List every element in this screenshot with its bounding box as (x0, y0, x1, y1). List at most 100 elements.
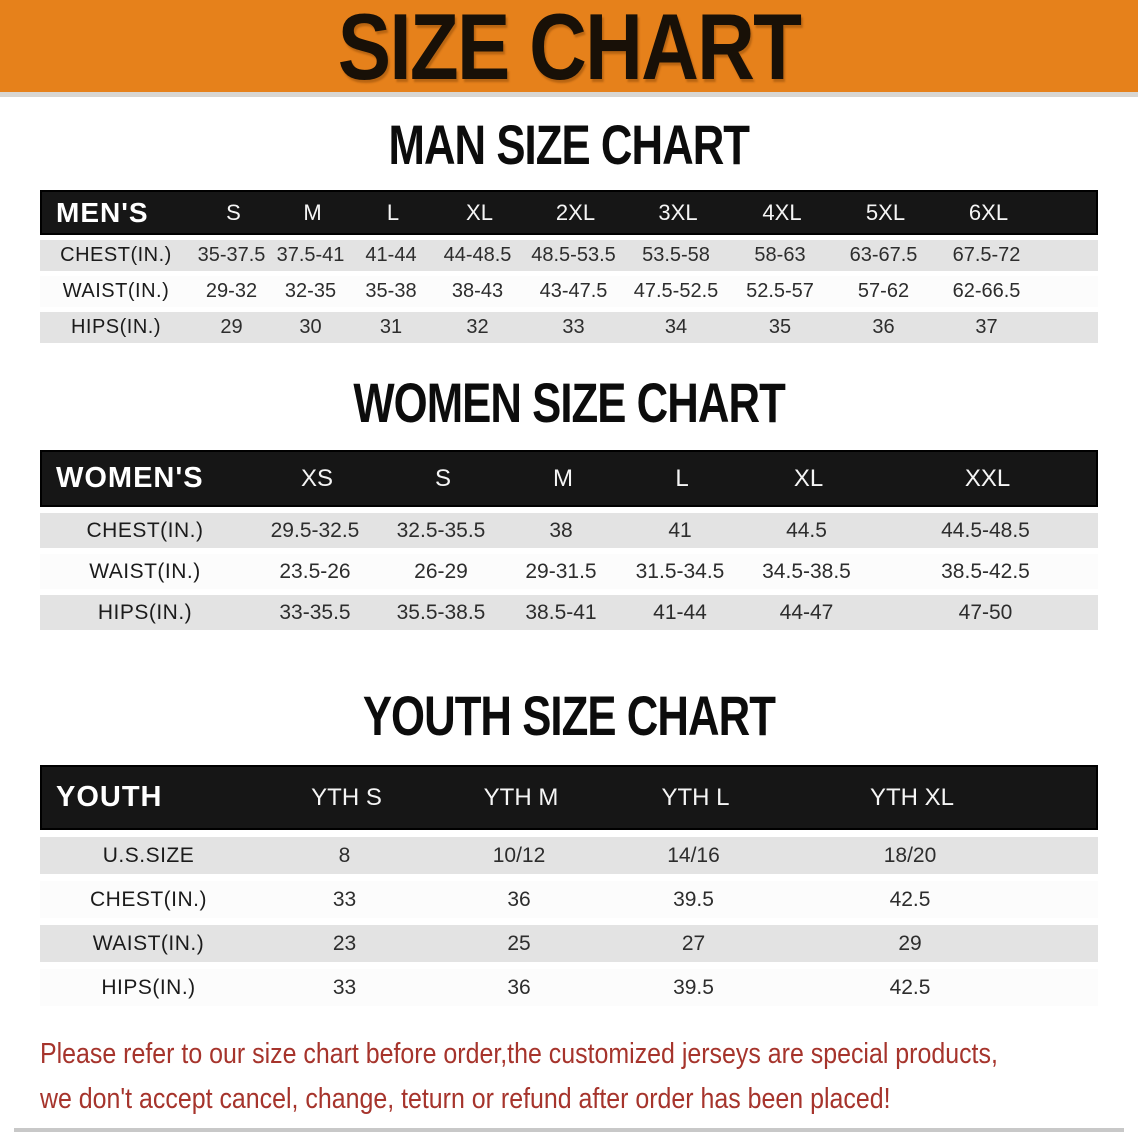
value-cell: 44.5 (786, 518, 827, 542)
row-label: CHEST(IN.) (86, 518, 204, 542)
row-label: CHEST(IN.) (60, 244, 172, 266)
value-cell: 39.5 (673, 887, 714, 911)
women-chest-row: CHEST(IN.) 29.5-32.5 32.5-35.5 38 41 44.… (40, 513, 1098, 548)
women-waist-row: WAIST(IN.) 23.5-26 26-29 29-31.5 31.5-34… (40, 554, 1098, 589)
size-column-header: 5XL (865, 199, 906, 225)
value-cell: 32.5-35.5 (396, 518, 486, 542)
size-column-header: S (226, 199, 241, 225)
value-cell: 36 (507, 975, 531, 999)
value-cell: 37.5-41 (276, 244, 345, 266)
value-cell: 38 (549, 518, 573, 542)
value-cell: 29-32 (205, 280, 258, 302)
size-column-header: S (434, 464, 451, 492)
youth-table-header-row: YOUTH YTH S YTH M YTH L YTH XL (40, 765, 1098, 830)
size-column-header: 2XL (555, 199, 596, 225)
size-column-header: XXL (964, 464, 1011, 492)
value-cell: 42.5 (889, 975, 931, 999)
youth-section-heading-text: YOUTH SIZE CHART (362, 684, 776, 748)
row-label: HIPS(IN.) (101, 975, 196, 999)
row-label: HIPS(IN.) (97, 600, 193, 624)
value-cell: 63-67.5 (849, 244, 918, 266)
value-cell: 35 (768, 316, 792, 338)
banner-title: SIZE CHART (337, 0, 802, 99)
women-section-heading: WOMEN SIZE CHART (0, 372, 1138, 434)
men-hips-row: HIPS(IN.) 29 30 31 32 33 34 35 36 37 (40, 312, 1098, 343)
value-cell: 57-62 (857, 280, 910, 302)
size-column-header: M (303, 199, 322, 225)
value-cell: 38-43 (451, 280, 504, 302)
size-column-header: L (386, 199, 400, 225)
value-cell: 44-48.5 (443, 244, 512, 266)
value-cell: 33 (332, 975, 357, 999)
size-column-header: XL (793, 464, 824, 492)
value-cell: 43-47.5 (539, 280, 608, 302)
size-column-header: XS (300, 464, 333, 492)
row-label: WAIST(IN.) (92, 931, 205, 955)
value-cell: 36 (507, 887, 531, 911)
value-cell: 41-44 (653, 600, 707, 624)
size-column-header: L (675, 464, 689, 492)
value-cell: 29 (220, 316, 243, 338)
value-cell: 67.5-72 (952, 244, 1021, 266)
size-column-header: YTH L (661, 783, 730, 811)
men-section-heading: MAN SIZE CHART (0, 114, 1138, 176)
youth-chest-row: CHEST(IN.) 33 36 39.5 42.5 (40, 881, 1098, 918)
value-cell: 31 (379, 316, 403, 338)
value-cell: 35-37.5 (197, 244, 266, 266)
row-label: WAIST(IN.) (89, 559, 201, 583)
value-cell: 34.5-38.5 (762, 559, 851, 583)
women-section-heading-text: WOMEN SIZE CHART (353, 371, 785, 435)
size-column-header: 3XL (658, 199, 698, 225)
size-column-header: 4XL (762, 199, 802, 225)
disclaimer-line-1: Please refer to our size chart before or… (40, 1038, 998, 1070)
men-table-header-label: MEN'S (56, 196, 149, 228)
women-size-table: WOMEN'S XS S M L XL XXL CHEST(IN.) 29.5-… (40, 450, 1098, 630)
value-cell: 47-50 (958, 600, 1013, 624)
value-cell: 31.5-34.5 (635, 559, 725, 583)
value-cell: 18/20 (883, 843, 937, 867)
disclaimer-line-2: we don't accept cancel, change, teturn o… (40, 1083, 891, 1115)
value-cell: 47.5-52.5 (633, 280, 719, 302)
value-cell: 48.5-53.5 (531, 244, 616, 266)
value-cell: 33 (562, 316, 585, 338)
value-cell: 58-63 (754, 244, 806, 266)
value-cell: 14/16 (667, 843, 720, 867)
value-cell: 44.5-48.5 (941, 518, 1030, 542)
value-cell: 29-31.5 (525, 559, 597, 583)
value-cell: 23 (332, 931, 357, 955)
disclaimer: Please refer to our size chart before or… (0, 1032, 1138, 1122)
value-cell: 36 (872, 316, 895, 338)
size-column-header: YTH XL (869, 783, 955, 811)
youth-ussize-row: U.S.SIZE 8 10/12 14/16 18/20 (40, 837, 1098, 874)
value-cell: 33-35.5 (279, 600, 351, 624)
row-label: U.S.SIZE (102, 843, 195, 867)
size-column-header: M (553, 464, 573, 492)
youth-hips-row: HIPS(IN.) 33 36 39.5 42.5 (40, 969, 1098, 1006)
youth-waist-row: WAIST(IN.) 23 25 27 29 (40, 925, 1098, 962)
size-column-header: XL (466, 199, 493, 225)
row-label: WAIST(IN.) (62, 280, 170, 302)
youth-table-header-label: YOUTH (56, 781, 163, 813)
value-cell: 52.5-57 (746, 280, 814, 302)
women-table-header-row: WOMEN'S XS S M L XL XXL (40, 450, 1098, 507)
value-cell: 29.5-32.5 (270, 518, 360, 542)
value-cell: 37 (975, 316, 998, 338)
banner: SIZE CHART (0, 0, 1138, 97)
men-waist-row: WAIST(IN.) 29-32 32-35 35-38 38-43 43-47… (40, 276, 1098, 307)
value-cell: 32-35 (284, 280, 337, 302)
women-table-header-label: WOMEN'S (56, 462, 204, 494)
value-cell: 41-44 (365, 244, 417, 266)
men-table-header-row: MEN'S S M L XL 2XL 3XL 4XL 5XL 6XL (40, 190, 1098, 235)
row-label: CHEST(IN.) (90, 887, 207, 911)
value-cell: 41 (668, 518, 692, 542)
value-cell: 25 (507, 931, 531, 955)
value-cell: 26-29 (414, 559, 468, 583)
value-cell: 44-47 (779, 600, 834, 624)
value-cell: 30 (299, 316, 322, 338)
men-section-heading-text: MAN SIZE CHART (388, 113, 751, 177)
men-size-table: MEN'S S M L XL 2XL 3XL 4XL 5XL 6XL CHEST… (40, 190, 1098, 343)
value-cell: 35-38 (365, 280, 417, 302)
value-cell: 38.5-42.5 (941, 559, 1030, 583)
value-cell: 33 (332, 887, 357, 911)
value-cell: 34 (664, 316, 688, 338)
